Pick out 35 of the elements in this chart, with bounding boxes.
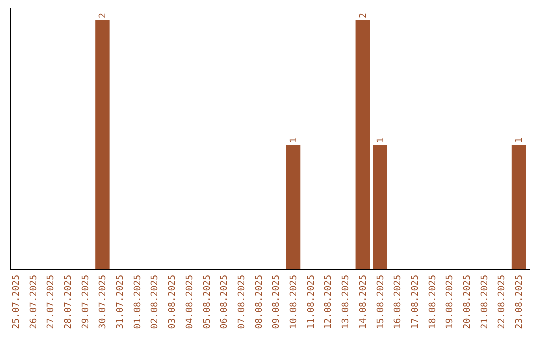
data-label: 2 <box>358 13 369 18</box>
data-label: 1 <box>515 138 526 144</box>
x-tick-label: 08.08.2025 <box>254 275 265 330</box>
x-tick-label: 19.08.2025 <box>446 275 456 330</box>
x-tick-label: 17.08.2025 <box>410 275 421 330</box>
x-tick-label: 30.07.2025 <box>98 275 109 330</box>
x-tick-label: 31.07.2025 <box>116 275 126 330</box>
x-tick-label: 16.08.2025 <box>394 275 404 330</box>
x-tick-label: 25.07.2025 <box>12 275 22 330</box>
x-tick-label: 29.07.2025 <box>81 275 92 330</box>
x-tick-label: 04.08.2025 <box>185 275 196 330</box>
x-tick-label: 02.08.2025 <box>150 275 161 330</box>
x-tick-label: 09.08.2025 <box>272 275 282 330</box>
x-tick-label: 22.08.2025 <box>498 275 508 330</box>
x-tick-label: 20.08.2025 <box>462 275 473 330</box>
x-tick-label: 15.08.2025 <box>376 275 386 330</box>
x-tick-label: 26.07.2025 <box>29 275 40 330</box>
x-tick-label: 10.08.2025 <box>290 275 300 330</box>
x-tick-label: 03.08.2025 <box>168 275 178 330</box>
x-tick-label: 06.08.2025 <box>220 275 230 330</box>
x-tick-label: 18.08.2025 <box>428 275 438 330</box>
x-tick-label: 05.08.2025 <box>202 275 213 330</box>
data-label: 1 <box>290 138 300 144</box>
x-tick-label: 11.08.2025 <box>306 275 317 330</box>
x-tick-label: 14.08.2025 <box>358 275 369 330</box>
x-tick-label: 13.08.2025 <box>342 275 352 330</box>
x-tick-label: 27.07.2025 <box>46 275 57 330</box>
data-label: 2 <box>98 13 109 18</box>
x-tick-label: 23.08.2025 <box>515 275 526 330</box>
x-tick-label: 28.07.2025 <box>64 275 74 330</box>
x-tick-label: 07.08.2025 <box>237 275 248 330</box>
data-label: 1 <box>376 138 386 144</box>
x-tick-label: 21.08.2025 <box>480 275 490 330</box>
x-tick-label: 01.08.2025 <box>133 275 144 330</box>
x-tick-label: 12.08.2025 <box>324 275 334 330</box>
